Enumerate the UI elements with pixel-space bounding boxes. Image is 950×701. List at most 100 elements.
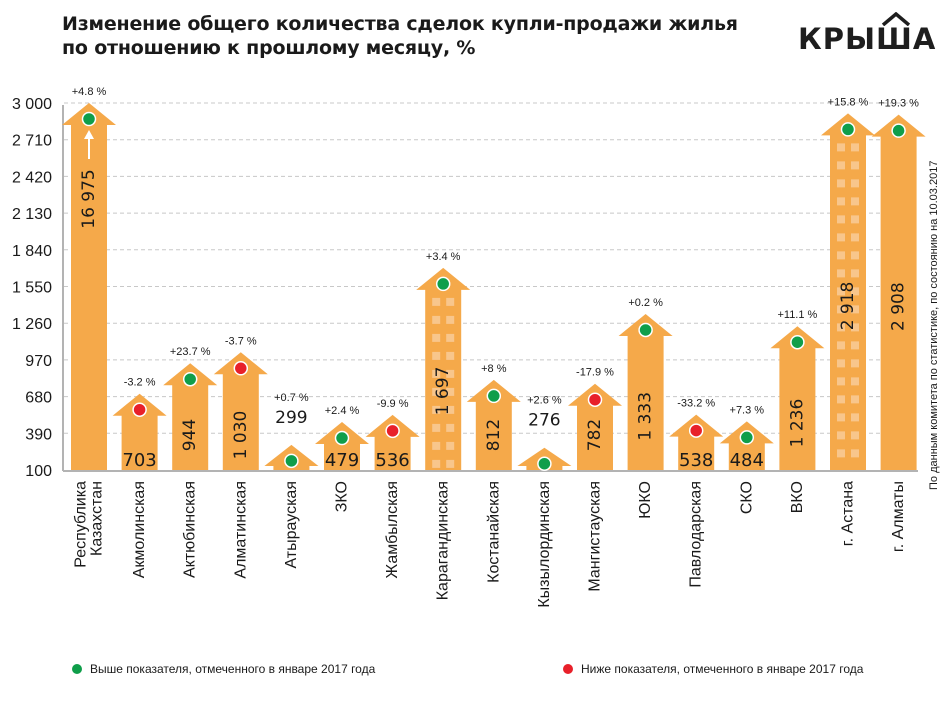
category-label: Кызылординская [536,481,553,608]
bar-group: -9.9 % 536 Жамбылская [365,398,420,579]
bar [618,313,673,470]
legend-item-above: Выше показателя, отмеченного в январе 20… [72,662,375,676]
bar-window [432,315,441,324]
status-dot-above-icon [435,276,451,292]
bar-window [432,405,441,414]
bar-window [837,413,845,422]
bar-group: +2.4 % 479 ЗКО [315,405,369,512]
value-label: 484 [730,450,764,471]
status-dot-above-icon [840,122,856,137]
y-tick-label: 100 [25,463,52,480]
bar-group: +0.2 % 1 333 ЮКО [618,297,673,519]
source-note: По данным комитета по статистике, по сос… [928,160,940,490]
value-label: 2 908 [889,282,909,331]
change-label: -9.9 % [377,398,409,410]
bar [62,103,116,470]
bar-window [837,143,845,152]
change-label: +4.8 % [72,86,107,98]
bar-window [432,387,441,396]
y-tick-label: 2 130 [12,206,52,223]
bar-window [851,143,859,152]
value-label: 276 [528,411,560,431]
value-label: 782 [585,419,605,451]
y-tick-label: 970 [25,353,52,370]
bar-window [851,179,859,188]
bar-window [432,441,441,450]
value-label: 703 [122,450,156,471]
value-label: 1 030 [231,411,251,460]
status-dot-above-icon [334,430,350,446]
bar-window [851,341,859,350]
category-label: ЮКО [637,481,654,519]
bar [163,363,218,470]
category-label: Карагандинская [435,481,452,600]
status-dot-below-icon [587,392,603,407]
bar-window [851,197,859,206]
category-label: ВКО [789,481,806,513]
bar-group: -33.2 % 538 Павлодарская [669,398,724,588]
bar-window [837,233,845,242]
value-label: 1 236 [787,399,807,448]
chart-title-line-1: Изменение общего количества сделок купли… [62,13,738,35]
bar-window [851,359,859,368]
red-dot-icon [563,664,573,674]
category-label: Казахстан [89,481,106,556]
category-label: ЗКО [334,481,351,512]
bar-window [851,161,859,170]
bar-group: +2.6 % 276 Кызылординская [517,395,572,608]
bar-window [851,269,859,278]
bar-window [446,297,455,306]
change-label: +23.7 % [170,346,211,358]
status-dot-above-icon [486,388,502,404]
status-dot-below-icon [688,423,704,438]
krysha-logo: КРЫША [798,8,935,56]
bar-window [837,359,845,368]
value-label: 479 [325,450,359,471]
chart-title: Изменение общего количества сделок купли… [62,12,762,60]
bar-window [851,215,859,224]
bar-window [446,405,455,414]
status-dot-below-icon [132,402,147,417]
bar-window [837,395,845,404]
legend-label-above: Выше показателя, отмеченного в январе 20… [90,662,376,676]
status-dot-above-icon [638,322,653,338]
bar [669,414,724,470]
bar-window [446,387,455,396]
status-dot-above-icon [739,430,755,445]
value-label: 944 [180,419,200,451]
change-label: +11.1 % [777,309,817,321]
bar-window [837,197,845,206]
change-label: +0.7 % [274,392,309,404]
change-label: +7.3 % [730,404,765,416]
bar-window [837,179,845,188]
y-tick-label: 390 [25,426,52,443]
bar-window [837,305,845,314]
bar-window [446,351,455,360]
y-tick-label: 2 710 [12,133,52,150]
bar-window [432,423,441,432]
bar-window [837,161,845,170]
y-tick-label: 2 420 [12,169,52,186]
bar-window [837,269,845,278]
bar [466,379,521,470]
change-label: -17.9 % [576,367,614,379]
bar-window [851,449,859,458]
category-label: СКО [738,481,755,514]
bar-group: +7.3 % 484 СКО [719,404,774,514]
bar-group: +0.7 % 299 Атырауская [264,392,319,569]
bar-window [837,287,845,296]
roof-icon [881,12,911,26]
bar-window [851,413,859,422]
bar-window [837,341,845,350]
bar-group: +3.4 % 1 697 Карагандинская [416,251,471,600]
bar-window [851,323,859,332]
bar-window [837,215,845,224]
category-label: Атырауская [283,481,300,569]
bar [770,326,825,470]
bar-window [432,369,441,378]
bar-group: +23.7 % 944 Актюбинская [163,346,218,578]
status-dot-above-icon [891,123,906,138]
legend-item-below: Ниже показателя, отмеченного в январе 20… [563,662,863,676]
y-tick-label: 1 260 [12,316,52,333]
bar [719,421,774,470]
